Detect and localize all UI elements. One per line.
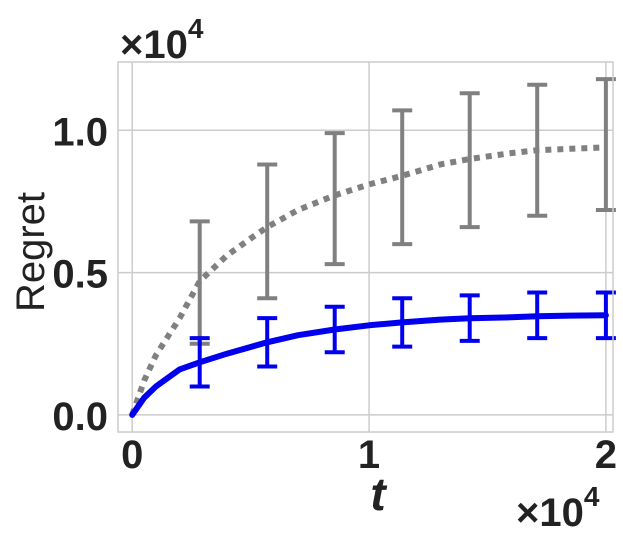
errorbar-0-1 (257, 162, 278, 301)
errorbar-1-2 (324, 304, 345, 355)
errorbar-0-5 (527, 82, 548, 218)
y-tick-label: 1.0 (52, 110, 108, 154)
x-tick-label: 0 (121, 433, 143, 477)
x-tick-label: 2 (595, 433, 617, 477)
x-multiplier-label: ×104 (516, 481, 600, 535)
y-tick-label: 0.5 (52, 253, 108, 297)
x-multiplier-exponent: 4 (584, 481, 600, 512)
errorbar-1-4 (459, 293, 480, 343)
y-tick-label: 0.0 (52, 395, 108, 439)
y-axis-label: Regret (9, 192, 53, 312)
errorbar-0-2 (324, 131, 345, 267)
errorbar-1-5 (527, 290, 548, 341)
errorbar-0-0 (189, 219, 210, 346)
x-tick-label: 1 (358, 433, 380, 477)
series-line-0 (129, 144, 607, 416)
errorbar-1-1 (257, 316, 278, 369)
x-axis-label: t (370, 468, 387, 520)
frame-layer (117, 61, 614, 433)
errorbar-0-3 (392, 108, 413, 247)
plot-frame (117, 61, 614, 433)
tick-layer: 0 1 2 0.0 0.5 1.0 (52, 110, 617, 477)
errorbar-0-4 (459, 91, 480, 230)
errorbar-1-0 (189, 336, 210, 389)
y-multiplier-label: ×104 (120, 13, 204, 67)
series-layer (129, 77, 616, 418)
errorbar-1-3 (392, 296, 413, 349)
y-multiplier-exponent: 4 (188, 13, 204, 44)
